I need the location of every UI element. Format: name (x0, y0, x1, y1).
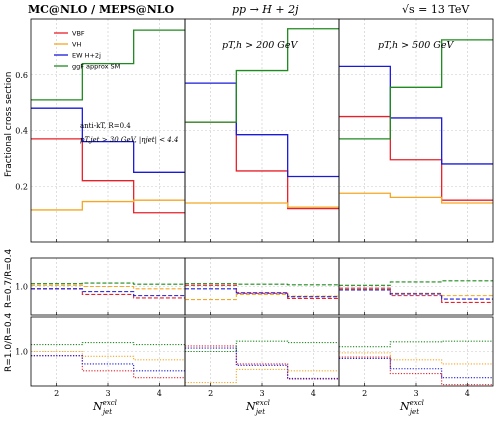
y-tick-label-bot: 1.0 (15, 348, 28, 357)
series-vh-top-p3 (339, 192, 493, 204)
x-tick-label-p1-2: 2 (54, 389, 59, 398)
series-vbf-mid-p2 (185, 284, 339, 300)
x-tick-label-p2-4: 4 (311, 389, 316, 398)
series-vh-bot-p3 (339, 352, 493, 365)
series-ew-h-2j-top-p2 (185, 82, 339, 178)
plot-layer: 0.2 0.4 0.6 1.0 1.0 2 3 4 2 3 4 2 3 4 (15, 18, 494, 398)
series-vh-mid-p1 (31, 284, 185, 290)
ylabel-mid: R=0.7/R=0.4 (4, 248, 14, 308)
series-ggf-approx-sm-mid-p1 (31, 282, 185, 285)
cut-label-panel-3: pT,h > 500 GeV (378, 40, 455, 51)
legend-label-vbf: VBF (72, 30, 85, 38)
title-center: pp → H + 2j (232, 3, 299, 16)
legend-label-ggf: ggF approx SM (72, 63, 120, 71)
x-tick-label-p3-2: 2 (362, 389, 367, 398)
series-vbf-top-p1 (31, 138, 185, 214)
xlabel-col-1: Nexcl jet (92, 399, 117, 416)
series-ggf-approx-sm-bot-p3 (339, 340, 493, 348)
series-vh-bot-p1 (31, 350, 185, 361)
ylabel-bot: R=1.0/R=0.4 (4, 312, 14, 372)
series-vh-top-p1 (31, 199, 185, 211)
series-ggf-approx-sm-top-p3 (339, 39, 493, 140)
x-tick-label-p1-3: 3 (105, 389, 110, 398)
x-tick-label-p2-3: 3 (259, 389, 264, 398)
series-ggf-approx-sm-mid-p3 (339, 280, 493, 286)
ylabel-top: Fractional cross section (4, 72, 14, 177)
series-vbf-top-p3 (339, 115, 493, 201)
series-vbf-bot-p3 (339, 356, 493, 386)
y-tick-label-top-2: 0.6 (15, 71, 28, 80)
y-tick-label-top-1: 0.4 (15, 127, 28, 136)
series-ew-h-2j-bot-p1 (31, 355, 185, 372)
legend-label-vh: VH (72, 41, 81, 49)
series-ew-h-2j-mid-p1 (31, 288, 185, 297)
series-vbf-bot-p2 (185, 345, 339, 380)
y-tick-label-top-0: 0.2 (15, 182, 28, 191)
legend-label-ew: EW H+2j (72, 52, 101, 60)
xlabel-col-2: Nexcl jet (245, 399, 270, 416)
x-tick-label-p2-2: 2 (208, 389, 213, 398)
series-ew-h-2j-top-p1 (31, 107, 185, 173)
x-tick-label-p1-4: 4 (157, 389, 162, 398)
series-vh-mid-p3 (339, 288, 493, 297)
x-tick-label-p3-3: 3 (413, 389, 418, 398)
title-left: MC@NLO / MEPS@NLO (28, 3, 175, 16)
series-ew-h-2j-bot-p2 (185, 347, 339, 379)
title-right: √s = 13 TeV (402, 3, 470, 16)
cut-label-panel-2: pT,h > 200 GeV (222, 40, 299, 51)
xlabel-col-3: Nexcl jet (399, 399, 424, 416)
series-vh-top-p2 (185, 202, 339, 208)
annotation-cuts: pT,jet > 30 GeV, |ηjet| < 4.4 (80, 136, 178, 144)
series-ggf-approx-sm-top-p1 (31, 29, 185, 101)
series-ew-h-2j-mid-p2 (185, 288, 339, 298)
y-tick-label-mid: 1.0 (15, 283, 28, 292)
series-ggf-approx-sm-bot-p1 (31, 341, 185, 346)
series-vh-bot-p2 (185, 368, 339, 384)
series-vh-mid-p2 (185, 293, 339, 301)
series-ggf-approx-sm-top-p2 (185, 28, 339, 123)
legend: VBF VH EW H+2j ggF approx SM (54, 30, 120, 71)
series-ew-h-2j-top-p3 (339, 65, 493, 165)
series-vbf-mid-p3 (339, 287, 493, 304)
annotation-algo: anti-kT, R=0.4 (80, 122, 131, 130)
series-ew-h-2j-mid-p3 (339, 289, 493, 300)
series-ggf-approx-sm-mid-p2 (185, 283, 339, 286)
series-ggf-approx-sm-bot-p2 (185, 340, 339, 353)
series-ew-h-2j-bot-p3 (339, 357, 493, 379)
x-tick-label-p3-4: 4 (465, 389, 470, 398)
